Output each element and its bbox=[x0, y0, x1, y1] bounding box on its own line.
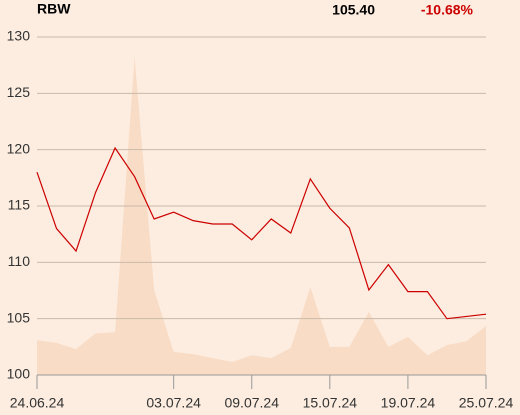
x-tick-label: 24.06.24 bbox=[10, 395, 65, 411]
y-tick-label: 105 bbox=[7, 309, 31, 325]
ticker: RBW bbox=[37, 1, 71, 17]
y-tick-label: 100 bbox=[7, 366, 31, 382]
y-tick-label: 125 bbox=[7, 84, 31, 100]
x-tick-label: 09.07.24 bbox=[224, 395, 279, 411]
change: -10.68% bbox=[421, 2, 474, 18]
y-tick-label: 130 bbox=[7, 28, 31, 44]
y-tick-label: 120 bbox=[7, 140, 31, 156]
volume-area bbox=[37, 57, 486, 375]
x-tick-label: 15.07.24 bbox=[303, 395, 358, 411]
x-tick-label: 25.07.24 bbox=[459, 395, 514, 411]
y-tick-label: 110 bbox=[8, 253, 31, 269]
x-tick-label: 19.07.24 bbox=[381, 395, 436, 411]
y-tick-label: 115 bbox=[8, 197, 31, 213]
price-line bbox=[36, 146, 487, 320]
x-tick-label: 03.07.24 bbox=[146, 395, 201, 411]
price: 105.40 bbox=[332, 2, 375, 18]
